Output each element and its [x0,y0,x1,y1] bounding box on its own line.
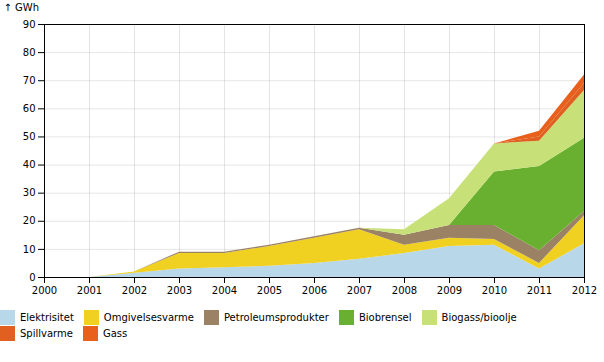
svg-text:80: 80 [23,47,36,58]
svg-text:2001: 2001 [77,285,102,296]
svg-text:10: 10 [23,244,36,255]
svg-text:2009: 2009 [437,285,462,296]
svg-text:2007: 2007 [347,285,372,296]
svg-text:40: 40 [23,159,36,170]
svg-text:50: 50 [23,131,36,142]
svg-text:2003: 2003 [167,285,192,296]
svg-text:20: 20 [23,215,36,226]
html-text:Biogass/bioolje: Biogass/bioolje [441,311,517,323]
svg-text:70: 70 [23,75,36,86]
svg-text:2000: 2000 [32,285,57,296]
svg-text:2004: 2004 [212,285,237,296]
svg-text:30: 30 [23,187,36,198]
html-text:Gass: Gass [102,328,128,340]
html-text:Spillvarme: Spillvarme [20,328,73,340]
svg-text:2006: 2006 [302,285,327,296]
svg-text:60: 60 [23,103,36,114]
svg-text:2008: 2008 [392,285,417,296]
svg-text:2011: 2011 [527,285,552,296]
html-text:Petroleumsprodukter: Petroleumsprodukter [223,311,329,323]
svg-text:0: 0 [29,272,35,283]
svg-text:2012: 2012 [572,285,597,296]
svg-text:2005: 2005 [257,285,282,296]
svg-text:↑ GWh: ↑ GWh [4,2,40,13]
svg-text:2002: 2002 [122,285,147,296]
svg-text:2010: 2010 [482,285,507,296]
svg-text:90: 90 [23,19,36,30]
html-text:Omgivelsesvarme: Omgivelsesvarme [103,311,194,323]
html-text:Elektrisitet: Elektrisitet [20,311,74,323]
html-text:Biobrensel: Biobrensel [358,311,412,323]
